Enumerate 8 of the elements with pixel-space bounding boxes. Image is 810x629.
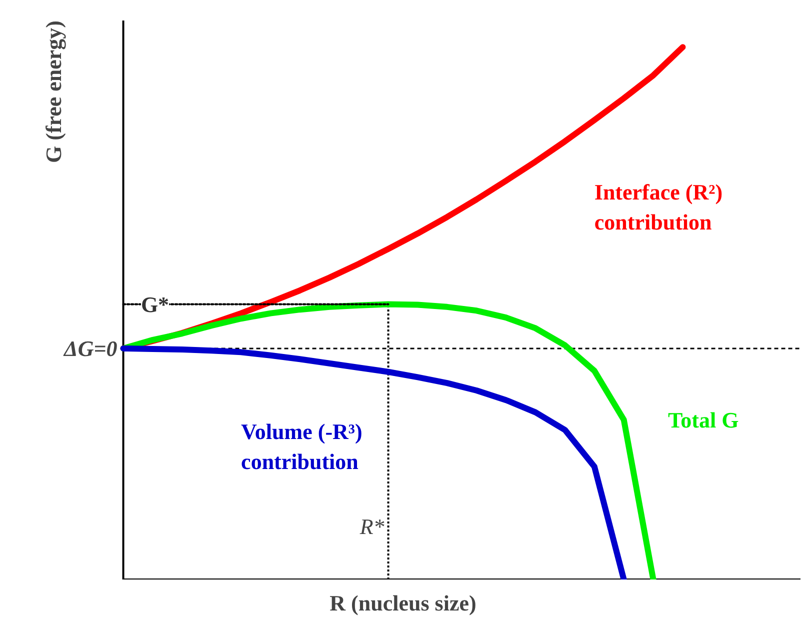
text: Volume (-R³) contribution [241,418,362,474]
series-label: Total G [668,407,739,432]
y-axis-title: G (free energy) [40,20,66,164]
text: Interface (R²) contribution [594,179,723,234]
series-label: G* [140,292,170,317]
x-axis-title: R (nucleus size) [330,590,476,616]
ref-line-label: ΔG=0 [63,336,118,361]
annotation: R* [358,514,384,539]
